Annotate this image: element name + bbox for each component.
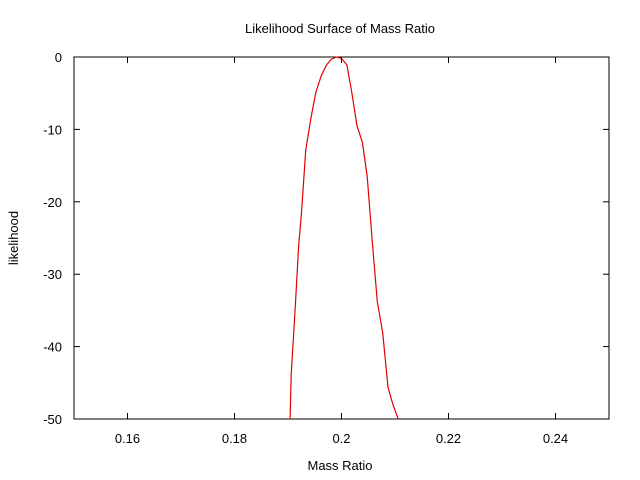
y-tick-label: -10 [43,122,62,137]
y-axis-label: likelihood [6,211,21,265]
axis-ticks [74,56,609,420]
y-tick-label: 0 [55,50,62,65]
y-tick-label: -30 [43,267,62,282]
y-tick-label: -20 [43,195,62,210]
chart-title: Likelihood Surface of Mass Ratio [245,21,435,36]
x-tick-label: 0.22 [436,431,461,446]
x-tick-label: 0.16 [115,431,140,446]
plot-frame [73,56,610,420]
x-axis-label: Mass Ratio [307,458,372,473]
y-tick-label: -50 [43,412,62,427]
x-tick-label: 0.24 [543,431,568,446]
likelihood-curve [289,56,399,420]
y-tick-label: -40 [43,340,62,355]
tick-labels: 0.16 0.18 0.2 0.22 0.24 -50 -40 -30 -20 -10 0 [43,50,568,446]
x-tick-label: 0.18 [222,431,247,446]
x-tick-label: 0.2 [332,431,350,446]
